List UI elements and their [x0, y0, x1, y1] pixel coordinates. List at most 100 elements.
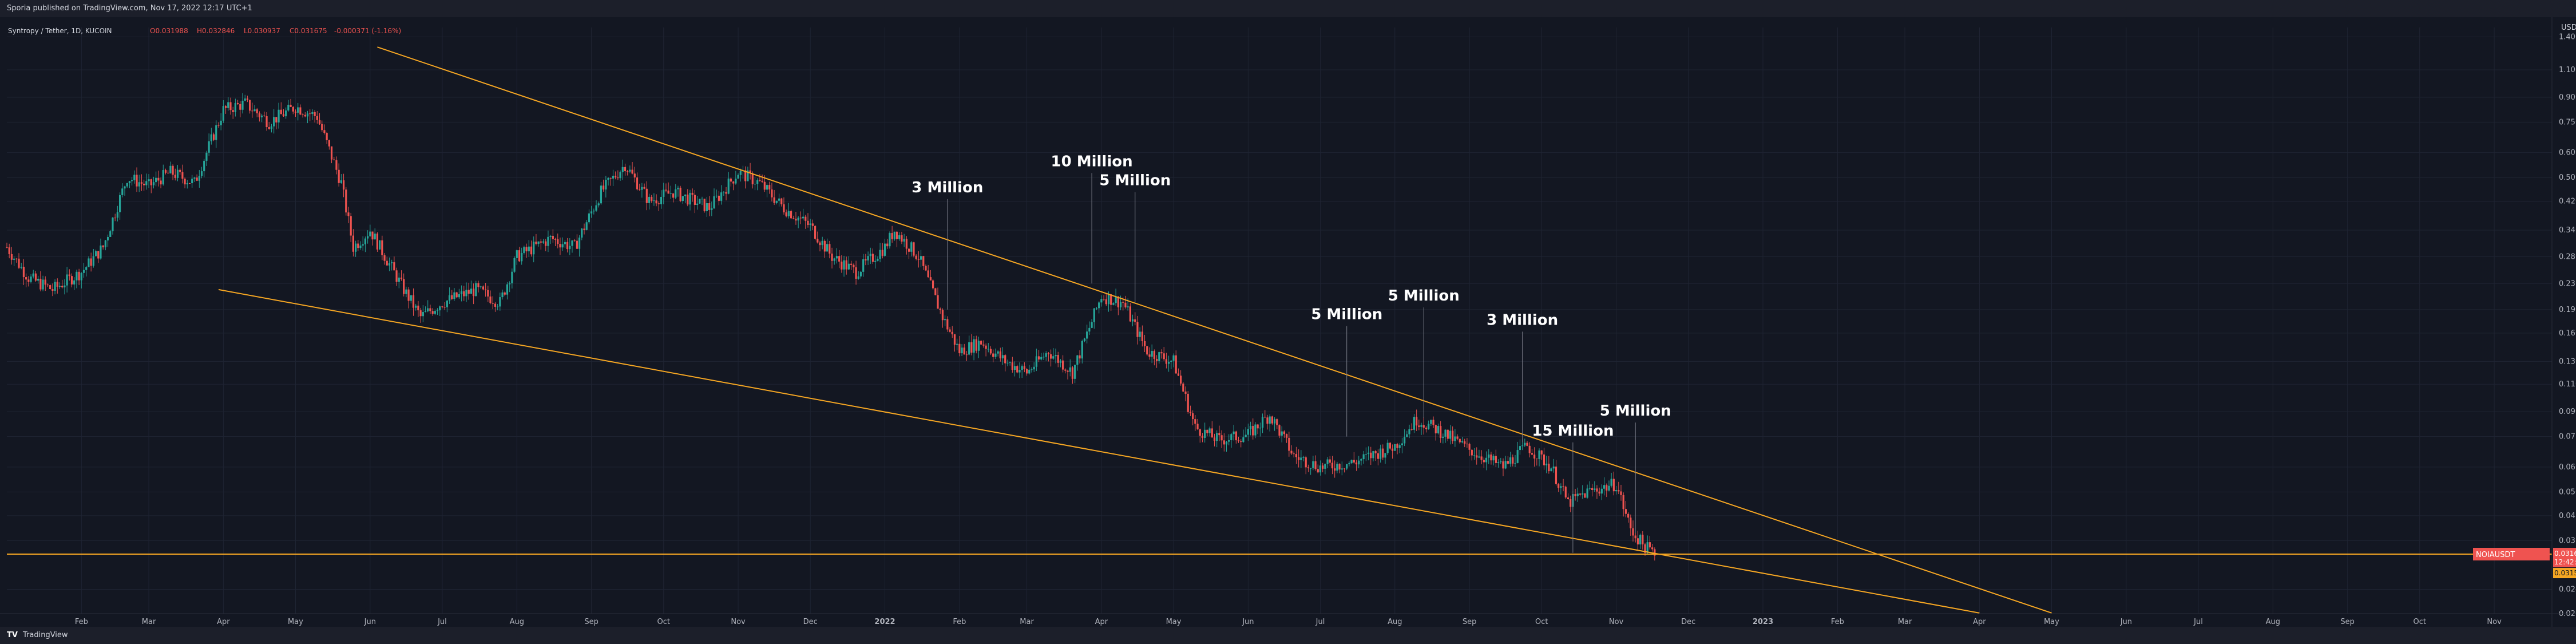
candle-body [1237, 440, 1240, 441]
candle-body [927, 270, 929, 278]
candle-body [1095, 308, 1098, 309]
candle-body [371, 231, 374, 240]
candle-body [706, 203, 708, 211]
candle-body [186, 183, 188, 185]
candle-body [1163, 353, 1165, 359]
last-price-label: 0.031675 [2554, 550, 2576, 558]
candle-body [627, 171, 629, 172]
tradingview-logo-icon[interactable]: TV [7, 631, 18, 639]
time-tick-label: Aug [510, 618, 524, 626]
candle-body [739, 171, 742, 175]
candle-body [1170, 361, 1172, 362]
candle-body [294, 111, 297, 113]
candle-body [78, 271, 80, 280]
tradingview-brand[interactable]: TradingView [23, 631, 68, 639]
candle-body [1346, 464, 1348, 469]
candle-body [1067, 370, 1069, 372]
price-tick-label: 0.024500 [2559, 585, 2576, 594]
candle-body [1391, 448, 1394, 451]
candle-body [850, 263, 853, 265]
candle-body [807, 220, 809, 226]
candle-body [1348, 463, 1350, 464]
candle-body [1524, 442, 1526, 446]
candle-body [780, 198, 783, 204]
candle-body [412, 295, 415, 308]
candle-body [1091, 322, 1093, 328]
candle-body [18, 258, 20, 268]
candle-body [636, 177, 639, 189]
candle-body [330, 146, 333, 160]
candle-body [823, 240, 826, 252]
candle-body [1355, 462, 1358, 465]
candle-body [951, 331, 953, 335]
candle-body [1382, 448, 1384, 458]
candle-body [1031, 369, 1033, 370]
candle-body [1305, 457, 1307, 468]
candle-body [205, 152, 208, 161]
candle-body [1560, 486, 1562, 488]
candle-body [1570, 499, 1572, 507]
candle-body [316, 116, 318, 120]
candle-body [977, 341, 980, 351]
candle-body [552, 235, 554, 239]
candle-body [941, 310, 944, 321]
candle-body [1006, 362, 1009, 364]
candle-body [1298, 457, 1300, 460]
chart-area[interactable]: Syntropy / Tether, 1D, KUCOIN O0.031988 … [0, 17, 2576, 627]
candle-body [1591, 488, 1594, 490]
candle-body [903, 239, 905, 242]
candle-body [934, 288, 937, 295]
candle-body [270, 126, 273, 129]
candle-body [521, 252, 523, 262]
candle-body [545, 241, 547, 246]
candle-body [631, 169, 633, 174]
candle-body [660, 196, 663, 204]
candle-body [1548, 463, 1550, 472]
candle-body [1353, 460, 1355, 463]
candle-body [1013, 366, 1016, 370]
candle-body [1420, 425, 1422, 427]
candle-body [381, 240, 383, 255]
candle-body [323, 130, 326, 133]
candle-body [1341, 468, 1343, 470]
candle-body [1576, 493, 1579, 496]
candle-body [1440, 426, 1442, 438]
candle-body [1192, 413, 1194, 420]
candle-body [1230, 434, 1232, 440]
candle-body [920, 256, 922, 260]
time-tick-label: Dec [803, 618, 818, 626]
candle-body [528, 246, 530, 252]
last-price-tag [2553, 548, 2576, 568]
candle-body [1281, 431, 1283, 436]
candle-body [494, 303, 497, 307]
candle-body [1584, 493, 1586, 498]
candle-body [675, 189, 677, 198]
annotation-label: 5 Million [1099, 172, 1171, 189]
candle-body [569, 246, 571, 250]
candle-body [511, 271, 513, 283]
candle-body [1331, 463, 1334, 469]
candle-body [1254, 424, 1257, 436]
candle-body [865, 259, 867, 260]
candle-body [619, 172, 621, 179]
candle-body [1240, 441, 1242, 442]
candle-body [1545, 463, 1548, 465]
time-axis[interactable]: Feb Mar Apr May Jun Jul Aug Sep Oct Nov Dec 2022 Feb… [0, 613, 2576, 626]
candle-body [499, 297, 501, 307]
price-axis[interactable]: USDT1.400000 1.100000 0.900000 0.750000 0.60… [2473, 17, 2576, 627]
candle-body [419, 310, 422, 317]
candle-body [783, 204, 785, 212]
candle-body [679, 187, 681, 202]
price-tick-label: 0.060000 [2559, 463, 2576, 472]
candle-body [744, 170, 747, 181]
candle-body [855, 267, 857, 279]
candle-body [932, 280, 934, 289]
candle-body [1442, 436, 1444, 438]
candle-body [1040, 357, 1043, 359]
price-chart[interactable]: Syntropy / Tether, 1D, KUCOIN O0.031988 … [0, 17, 2576, 627]
candle-body [1396, 444, 1398, 448]
candle-body [482, 286, 485, 290]
candle-body [989, 349, 992, 354]
candle-body [1446, 429, 1449, 439]
candle-body [1567, 497, 1570, 499]
